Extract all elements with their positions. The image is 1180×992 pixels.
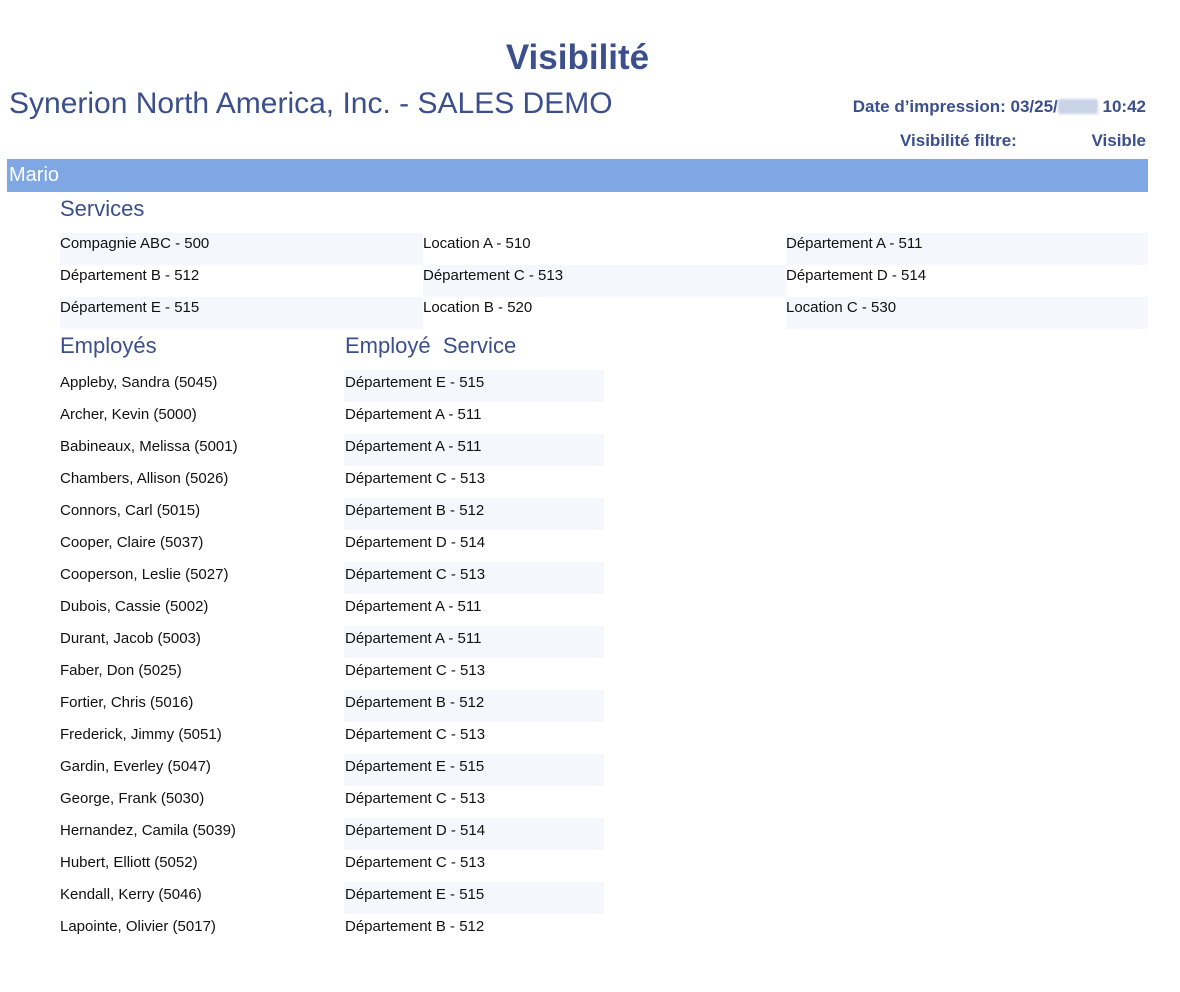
services-heading: Services (60, 196, 145, 221)
employee-service: Département A - 511 (345, 630, 482, 647)
employee-service: Département C - 513 (345, 470, 486, 487)
employee-service: Département C - 513 (345, 662, 486, 679)
user-band: Mario (7, 159, 1148, 192)
employee-name: Cooperson, Leslie (5027) (60, 566, 229, 583)
employee-name: Dubois, Cassie (5002) (60, 598, 209, 615)
employee-name: Kendall, Kerry (5046) (60, 886, 202, 903)
employee-service: Département A - 511 (345, 438, 482, 455)
service-item: Département D - 514 (786, 267, 927, 284)
service-item: Location C - 530 (786, 297, 1148, 329)
employee-service: Département D - 514 (345, 822, 486, 839)
employee-service: Département E - 515 (345, 374, 485, 391)
employee-name: Cooper, Claire (5037) (60, 534, 204, 551)
employee-name: George, Frank (5030) (60, 790, 205, 807)
visibility-filter-label: Visibilité filtre: (900, 131, 1017, 150)
employee-name: Connors, Carl (5015) (60, 502, 201, 519)
services-grid: Compagnie ABC - 500 Location A - 510 Dép… (60, 233, 1148, 329)
employee-service: Département B - 512 (345, 694, 485, 711)
employee-service: Département C - 513 (345, 790, 486, 807)
employee-row: Durant, Jacob (5003) Département A - 511 (60, 626, 604, 658)
employee-row: Fortier, Chris (5016) Département B - 512 (60, 690, 604, 722)
employee-name: Babineaux, Melissa (5001) (60, 438, 238, 455)
employee-name: Archer, Kevin (5000) (60, 406, 197, 423)
employee-name: Gardin, Everley (5047) (60, 758, 211, 775)
employee-service: Département B - 512 (345, 502, 485, 519)
employee-row: Frederick, Jimmy (5051) Département C - 5… (60, 722, 604, 754)
employee-service: Département C - 513 (345, 566, 486, 583)
employee-row: Appleby, Sandra (5045) Département E - 51… (60, 370, 604, 402)
employee-service: Département D - 514 (345, 534, 486, 551)
employee-service: Département A - 511 (345, 598, 482, 615)
employees-list: Appleby, Sandra (5045) Département E - 51… (60, 370, 604, 946)
service-item: Département A - 511 (786, 233, 1148, 265)
employee-row: Archer, Kevin (5000) Département A - 511 (60, 402, 604, 434)
employee-row: Cooper, Claire (5037) Département D - 514 (60, 530, 604, 562)
company-name: Synerion North America, Inc. - SALES DEM… (9, 87, 613, 120)
service-item: Département C - 513 (423, 265, 786, 297)
employee-row: Faber, Don (5025) Département C - 513 (60, 658, 604, 690)
employees-heading: Employés (60, 333, 157, 358)
service-item: Location B - 520 (423, 299, 533, 316)
employee-service: Département E - 515 (345, 758, 485, 775)
employee-name: Durant, Jacob (5003) (60, 630, 201, 647)
employee-row: Hernandez, Camila (5039) Département D - … (60, 818, 604, 850)
employee-name: Hubert, Elliott (5052) (60, 854, 198, 871)
employee-name: Chambers, Allison (5026) (60, 470, 229, 487)
service-item: Département B - 512 (60, 267, 200, 284)
service-item: Location A - 510 (423, 235, 531, 252)
employee-service: Département C - 513 (345, 726, 486, 743)
employee-row: Lapointe, Olivier (5017) Département B - … (60, 914, 604, 946)
employee-name: Fortier, Chris (5016) (60, 694, 194, 711)
employee-name: Frederick, Jimmy (5051) (60, 726, 222, 743)
employee-row: Dubois, Cassie (5002) Département A - 511 (60, 594, 604, 626)
employee-service-heading: Employé Service (345, 333, 517, 358)
employee-service: Département B - 512 (345, 918, 485, 935)
service-item: Département E - 515 (60, 297, 423, 329)
employee-service: Département E - 515 (345, 886, 485, 903)
print-date-time: 10:42 (1102, 97, 1146, 116)
employee-row: George, Frank (5030) Département C - 513 (60, 786, 604, 818)
employee-service: Département A - 511 (345, 406, 482, 423)
employee-row: Hubert, Elliott (5052) Département C - 51… (60, 850, 604, 882)
employee-row: Gardin, Everley (5047) Département E - 51… (60, 754, 604, 786)
employee-service: Département C - 513 (345, 854, 486, 871)
employee-name: Hernandez, Camila (5039) (60, 822, 236, 839)
employee-row: Connors, Carl (5015) Département B - 512 (60, 498, 604, 530)
visibility-filter-value: Visible (1091, 131, 1147, 150)
employee-name: Lapointe, Olivier (5017) (60, 918, 216, 935)
redacted-year (1057, 99, 1098, 114)
employee-row: Chambers, Allison (5026) Département C - … (60, 466, 604, 498)
employee-row: Cooperson, Leslie (5027) Département C - … (60, 562, 604, 594)
print-date-prefix: Date d’impression: 03/25/ (852, 97, 1058, 116)
employee-row: Babineaux, Melissa (5001) Département A -… (60, 434, 604, 466)
employee-row: Kendall, Kerry (5046) Département E - 515 (60, 882, 604, 914)
print-date: Date d’impression: 03/25/ 10:42 (853, 96, 1146, 118)
employee-name: Appleby, Sandra (5045) (60, 374, 218, 391)
service-item: Compagnie ABC - 500 (60, 233, 423, 265)
employee-name: Faber, Don (5025) (60, 662, 182, 679)
report-title: Visibilité (505, 38, 650, 77)
